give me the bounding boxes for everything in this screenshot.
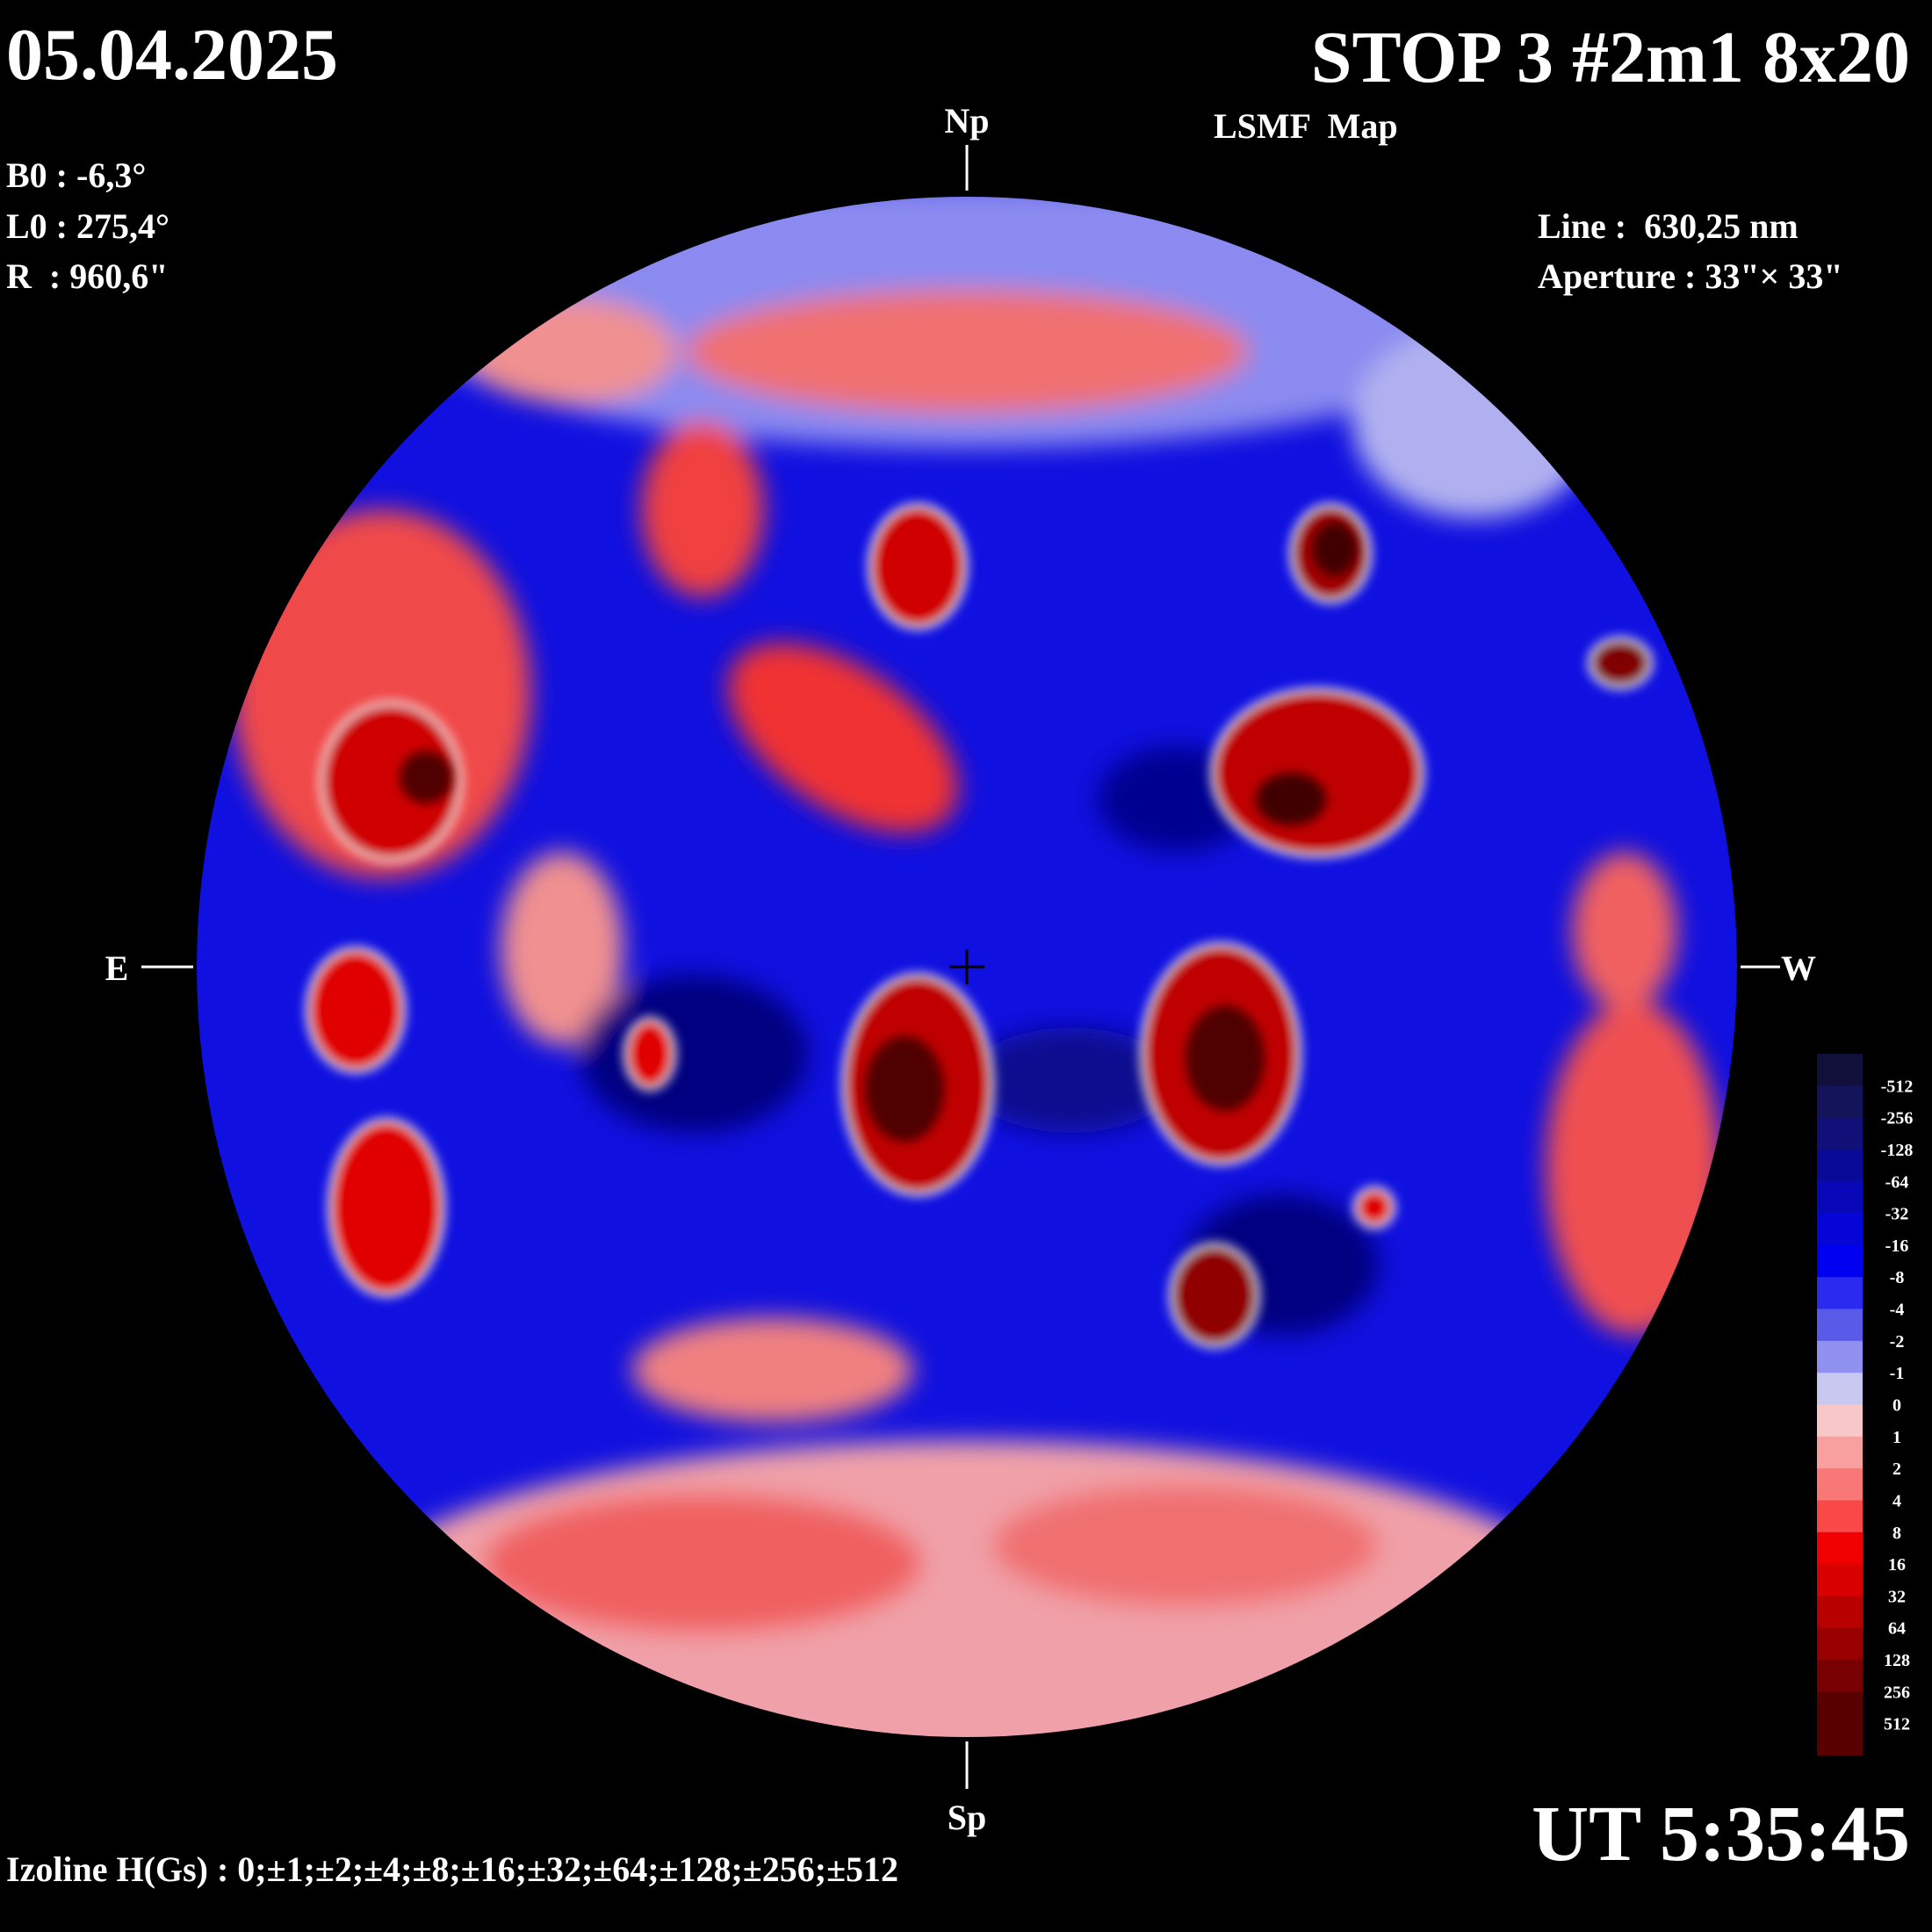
colorbar-swatch (1817, 1149, 1863, 1183)
colorbar-label: -128 (1881, 1141, 1914, 1160)
colorbar-label: 512 (1884, 1715, 1910, 1734)
colorbar-label: -64 (1885, 1172, 1909, 1192)
solar-disk (197, 197, 1737, 1737)
colorbar: -512 -256 -128 -64 -32 -16 -8 -4 -2 -1 0 1 2 4 8 16 32 64… (1817, 1054, 1913, 1755)
date: 05.04.2025 (6, 14, 338, 96)
time: UT 5:35:45 (1532, 1791, 1910, 1878)
instrument: Line : 630,25 nm (1538, 206, 1799, 246)
instrument: Aperture : 33"× 33" (1538, 256, 1843, 296)
colorbar-label: -512 (1881, 1077, 1914, 1096)
colorbar-swatch (1817, 1436, 1863, 1470)
colorbar-label: 32 (1888, 1587, 1906, 1606)
colorbar-label: 4 (1892, 1491, 1901, 1510)
colorbar-swatch (1817, 1277, 1863, 1310)
colorbar-swatch (1817, 1627, 1863, 1662)
colorbar-swatch (1817, 1213, 1863, 1246)
colorbar-label: 2 (1892, 1460, 1901, 1479)
colorbar-label: 1 (1892, 1428, 1901, 1447)
direction-label: Np (944, 101, 989, 141)
colorbar-swatch (1817, 1340, 1863, 1374)
title: STOP 3 #2m1 8x20 (1311, 17, 1910, 98)
colorbar-swatch (1817, 1500, 1863, 1533)
colorbar-label: -1 (1890, 1364, 1905, 1383)
param: L0 : 275,4° (6, 206, 169, 246)
colorbar-label: -16 (1885, 1236, 1909, 1256)
colorbar-label: 8 (1892, 1524, 1901, 1543)
colorbar-label: 64 (1888, 1619, 1906, 1639)
direction-label: Sp (948, 1798, 987, 1837)
colorbar-swatch (1817, 1468, 1863, 1502)
colorbar-swatch (1817, 1308, 1863, 1342)
colorbar-label: -8 (1890, 1268, 1905, 1287)
colorbar-swatch (1817, 1404, 1863, 1438)
colorbar-swatch (1817, 1244, 1863, 1279)
colorbar-label: 128 (1884, 1651, 1910, 1670)
colorbar-label: -256 (1881, 1109, 1914, 1128)
direction-label: W (1781, 948, 1816, 988)
colorbar-swatch (1817, 1723, 1863, 1755)
colorbar-swatch (1817, 1596, 1863, 1629)
colorbar-label: 256 (1884, 1683, 1910, 1702)
colorbar-label: -4 (1890, 1301, 1905, 1320)
colorbar-label: -32 (1885, 1205, 1909, 1224)
direction-label: E (105, 948, 129, 988)
subtitle: LSMF Map (1214, 106, 1398, 146)
colorbar-swatch (1817, 1532, 1863, 1566)
colorbar-swatch (1817, 1117, 1863, 1150)
colorbar-swatch (1817, 1660, 1863, 1693)
param: R : 960,6" (6, 256, 168, 296)
colorbar-label: 16 (1888, 1555, 1906, 1575)
colorbar-swatch (1817, 1085, 1863, 1119)
colorbar-swatch (1817, 1564, 1863, 1597)
colorbar-swatch (1817, 1181, 1863, 1215)
param: B0 : -6,3° (6, 155, 146, 195)
izoline-legend: Izoline H(Gs) : 0;±1;±2;±4;±8;±16;±32;±6… (6, 1849, 898, 1889)
colorbar-label: -2 (1890, 1332, 1905, 1352)
colorbar-swatch (1817, 1691, 1863, 1725)
colorbar-swatch (1817, 1373, 1863, 1406)
colorbar-label: 0 (1892, 1396, 1901, 1416)
colorbar-swatch (1817, 1054, 1863, 1087)
